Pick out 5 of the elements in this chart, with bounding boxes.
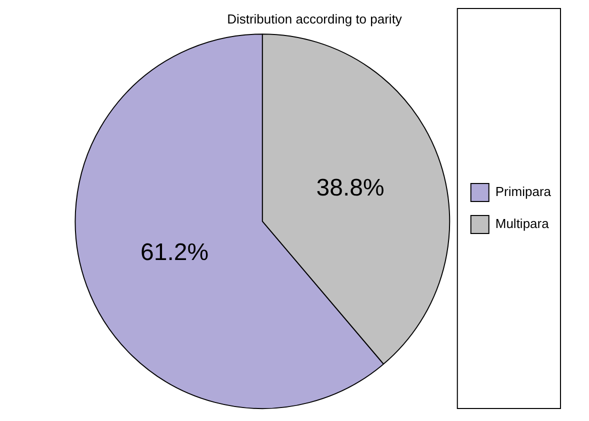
chart-title: Distribution according to parity [227,11,402,26]
legend-label: Multipara [495,216,550,232]
legend-label: Primipara [495,184,552,200]
data-label: 38.8% [316,174,384,202]
data-label: 61.2% [140,239,209,266]
